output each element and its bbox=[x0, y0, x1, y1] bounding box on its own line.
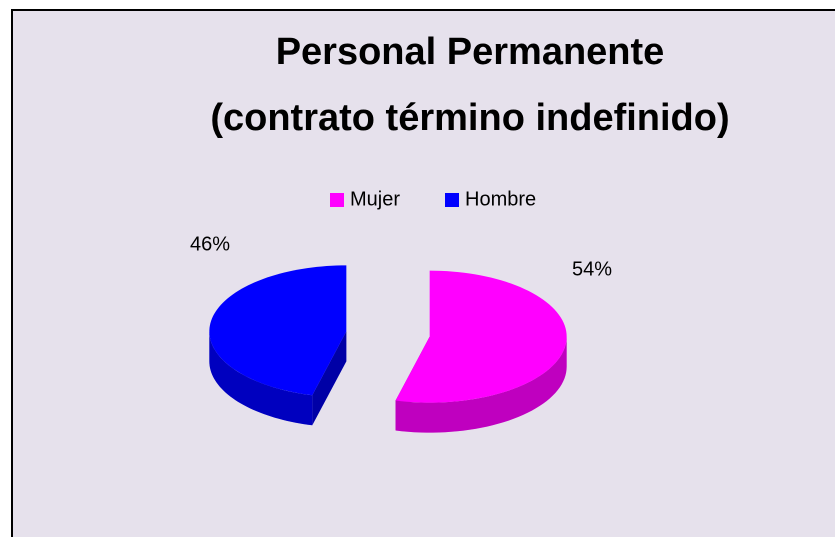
slice-wall bbox=[395, 336, 567, 433]
legend-swatch bbox=[445, 193, 459, 207]
legend-label: Mujer bbox=[350, 188, 400, 210]
slice bbox=[395, 270, 567, 403]
slice-side-shade bbox=[312, 331, 347, 426]
data-label: 46% bbox=[190, 233, 230, 255]
chart-area bbox=[11, 9, 835, 537]
slice bbox=[209, 265, 347, 396]
chart-title: Personal Permanente bbox=[276, 31, 665, 73]
legend-label: Hombre bbox=[465, 188, 536, 210]
data-label: 54% bbox=[572, 258, 612, 280]
slice-wall-shade bbox=[209, 331, 313, 426]
legend-swatch bbox=[330, 193, 344, 207]
slice-wall-shade bbox=[395, 336, 567, 433]
chart-title: (contrato término indefinido) bbox=[210, 97, 729, 139]
slice-side bbox=[312, 331, 347, 426]
slice-wall bbox=[209, 331, 313, 426]
